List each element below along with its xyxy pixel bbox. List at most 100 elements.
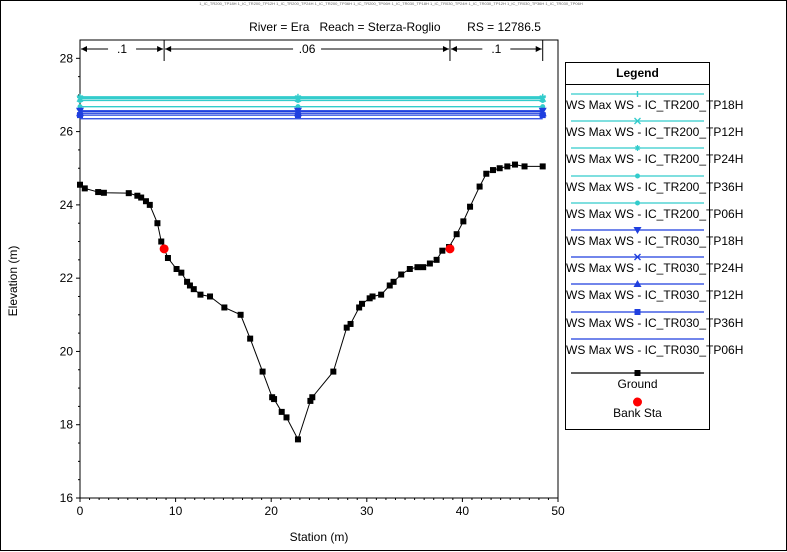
legend-swatch bbox=[571, 338, 704, 340]
mannings-n-arrowhead bbox=[442, 46, 449, 52]
legend-item-label: WS Max WS - IC_TR200_TP18H bbox=[566, 98, 744, 112]
legend-title-divider bbox=[566, 84, 709, 85]
legend-swatch bbox=[571, 253, 704, 261]
data-point bbox=[173, 266, 180, 272]
legend-swatch-marker bbox=[634, 253, 641, 261]
window-caption: 1_IC_TR200_TP18H 1_IC_TR200_TP12H 1_IC_T… bbox=[199, 1, 583, 6]
data-point bbox=[190, 286, 197, 293]
data-point bbox=[178, 269, 185, 276]
x-axis-label: Station (m) bbox=[290, 530, 349, 544]
data-point bbox=[390, 278, 397, 285]
data-point bbox=[476, 183, 483, 190]
legend-swatch-marker bbox=[634, 308, 641, 315]
y-tick-label: 18 bbox=[60, 418, 74, 432]
data-point bbox=[330, 368, 337, 375]
data-point bbox=[259, 368, 266, 375]
data-point bbox=[237, 311, 244, 318]
legend-item-label: WS Max WS - IC_TR200_TP12H bbox=[566, 125, 744, 140]
legend-item-label: Ground bbox=[617, 377, 658, 391]
data-point bbox=[146, 201, 153, 208]
series-ws-max-ws-ic-tr200-tp36h bbox=[77, 97, 546, 103]
legend-item-label: WS Max WS - IC_TR200_TP24H bbox=[566, 152, 744, 167]
data-point bbox=[540, 97, 546, 103]
data-point bbox=[186, 282, 193, 289]
plot-area bbox=[79, 39, 559, 499]
data-point bbox=[164, 255, 171, 262]
data-point bbox=[142, 198, 149, 205]
mannings-n-arrowhead bbox=[165, 46, 172, 52]
data-point bbox=[439, 247, 446, 254]
data-point bbox=[398, 271, 405, 278]
y-tick-label: 16 bbox=[60, 491, 74, 505]
data-point bbox=[158, 238, 165, 245]
data-point bbox=[307, 397, 314, 404]
data-point bbox=[504, 163, 511, 170]
legend-swatch bbox=[571, 91, 704, 97]
legend-item-label: WS Max WS - IC_TR030_TP12H bbox=[566, 288, 744, 303]
data-point bbox=[294, 112, 301, 119]
data-point bbox=[77, 112, 83, 119]
legend-item-label: WS Max WS - IC_TR200_TP36H bbox=[566, 179, 744, 194]
y-tick-label: 24 bbox=[60, 198, 74, 212]
mannings-n-annotations: .1 .06 .1 bbox=[79, 40, 544, 61]
legend-item-label: WS Max WS - IC_TR030_TP06H bbox=[566, 342, 744, 357]
data-point bbox=[283, 414, 290, 421]
legend-swatch-marker bbox=[634, 117, 641, 125]
y-axis-label: Elevation (m) bbox=[6, 246, 20, 317]
x-tick-label: 30 bbox=[360, 504, 374, 518]
legend-item-label: WS Max WS - IC_TR030_TP18H bbox=[566, 234, 744, 248]
x-tick-label: 50 bbox=[551, 504, 565, 518]
legend: Legend WS Max WS - IC_TR200_TP18H WS Max … bbox=[565, 62, 744, 430]
data-point bbox=[511, 161, 518, 168]
data-point bbox=[347, 320, 354, 327]
series-layer bbox=[76, 93, 547, 443]
data-point bbox=[356, 304, 363, 311]
chart-title: River = Era Reach = Sterza-Roglio RS = 1… bbox=[249, 20, 541, 34]
data-point bbox=[460, 218, 467, 225]
series-ws-max-ws-ic-tr030-tp36h bbox=[77, 112, 546, 119]
legend-swatch-marker bbox=[633, 280, 642, 288]
data-point bbox=[77, 97, 83, 103]
data-point bbox=[414, 264, 421, 271]
legend-item-label: WS Max WS - IC_TR200_TP06H bbox=[566, 206, 744, 221]
data-point bbox=[521, 163, 528, 170]
legend-swatch bbox=[571, 117, 704, 125]
data-point bbox=[343, 324, 350, 331]
legend-item-label: Bank Sta bbox=[613, 406, 662, 420]
bank-station-point bbox=[445, 244, 455, 254]
data-point bbox=[295, 97, 301, 103]
data-point bbox=[221, 304, 228, 311]
legend-swatch-marker bbox=[633, 397, 642, 407]
legend-swatch bbox=[571, 145, 704, 152]
legend-item-label: WS Max WS - IC_TR030_TP36H bbox=[566, 315, 744, 330]
data-point bbox=[386, 282, 393, 289]
data-point bbox=[77, 94, 83, 101]
legend-swatch-marker bbox=[633, 227, 642, 234]
mannings-n-label: .1 bbox=[491, 42, 501, 56]
data-point bbox=[81, 185, 88, 192]
legend-swatch-marker bbox=[635, 173, 640, 179]
series-ground bbox=[77, 161, 546, 443]
data-point bbox=[539, 94, 546, 101]
mannings-n-arrowhead bbox=[81, 46, 87, 52]
y-tick-label: 26 bbox=[60, 125, 74, 139]
data-point bbox=[426, 260, 433, 267]
x-tick-label: 40 bbox=[456, 504, 470, 518]
legend-item-label: WS Max WS - IC_TR030_TP24H bbox=[566, 261, 744, 276]
data-point bbox=[420, 264, 427, 271]
x-tick-label: 0 bbox=[77, 504, 84, 518]
data-point bbox=[77, 181, 83, 188]
legend-swatch-marker bbox=[634, 370, 641, 376]
mannings-n-arrowhead bbox=[535, 46, 542, 52]
series-ws-max-ws-ic-tr200-tp24h bbox=[77, 94, 546, 101]
data-point bbox=[271, 396, 278, 403]
data-point bbox=[539, 112, 546, 119]
legend-swatch bbox=[571, 173, 704, 179]
data-point bbox=[95, 189, 102, 196]
data-point bbox=[309, 394, 316, 401]
data-point bbox=[134, 192, 141, 199]
mannings-n-label: .1 bbox=[117, 42, 127, 56]
mannings-n-arrowhead bbox=[450, 46, 457, 52]
